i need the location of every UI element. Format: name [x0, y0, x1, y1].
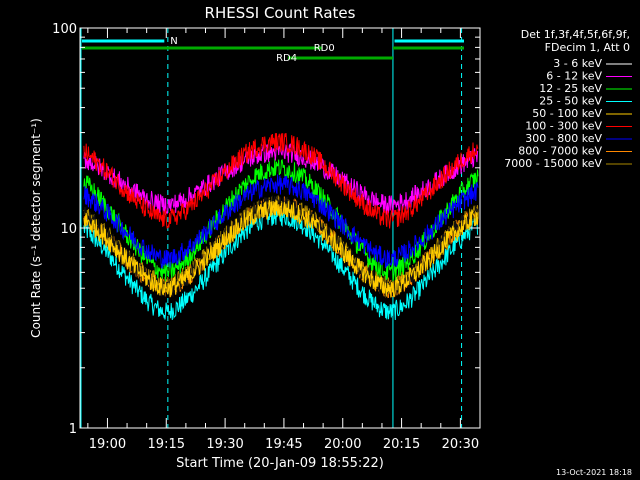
flag-label-rd0: RD0 [314, 43, 335, 54]
axes: 1 10 100 19:00 19:15 19:30 19:45 20:00 20:15 20:3… [52, 22, 481, 452]
chart-title: RHESSI Count Rates [205, 4, 356, 22]
legend-label: 100 - 300 keV [525, 120, 602, 133]
data-lines [83, 133, 479, 321]
legend-label: 7000 - 15000 keV [504, 157, 602, 170]
legend-label: 3 - 6 keV [553, 57, 602, 70]
y-tick-label: 1 [69, 422, 77, 437]
flags: N RD0 RD4 [82, 36, 464, 64]
x-tick-label: 19:30 [206, 437, 243, 452]
legend-label: 300 - 800 keV [525, 132, 602, 145]
series-line-50-100keV [83, 199, 479, 298]
timestamp: 13-Oct-2021 18:18 [556, 468, 632, 477]
series-line-12-25keV [83, 158, 479, 282]
flag-label-n: N [170, 36, 177, 47]
legend-label: 6 - 12 keV [546, 70, 602, 83]
legend-header-line-1: Det 1f,3f,4f,5f,6f,9f, [521, 28, 630, 41]
x-tick-label: 20:30 [442, 437, 479, 452]
legend-label: 50 - 100 keV [532, 107, 602, 120]
legend-header-line-2: FDecim 1, Att 0 [545, 41, 630, 54]
legend-label: 12 - 25 keV [539, 82, 602, 95]
series-line-100-300keV [83, 133, 479, 229]
legend-label: 800 - 7000 keV [518, 145, 602, 158]
y-tick-label: 100 [52, 22, 77, 37]
legend-label: 25 - 50 keV [539, 95, 602, 108]
series-line-300-800keV [83, 174, 479, 270]
y-axis-label: Count Rate (s⁻¹ detector segment⁻¹) [29, 118, 43, 338]
series-line-6-12keV [83, 142, 479, 216]
flag-label-rd4: RD4 [276, 53, 297, 64]
x-tick-label: 19:45 [265, 437, 302, 452]
x-axis-label: Start Time (20-Jan-09 18:55:22) [176, 456, 384, 471]
x-tick-label: 19:00 [89, 437, 126, 452]
legend: Det 1f,3f,4f,5f,6f,9f, FDecim 1, Att 0 3… [504, 28, 632, 170]
x-tick-label: 20:00 [324, 437, 361, 452]
x-tick-label: 20:15 [383, 437, 420, 452]
x-tick-label: 19:15 [148, 437, 185, 452]
y-tick-label: 10 [60, 222, 77, 237]
